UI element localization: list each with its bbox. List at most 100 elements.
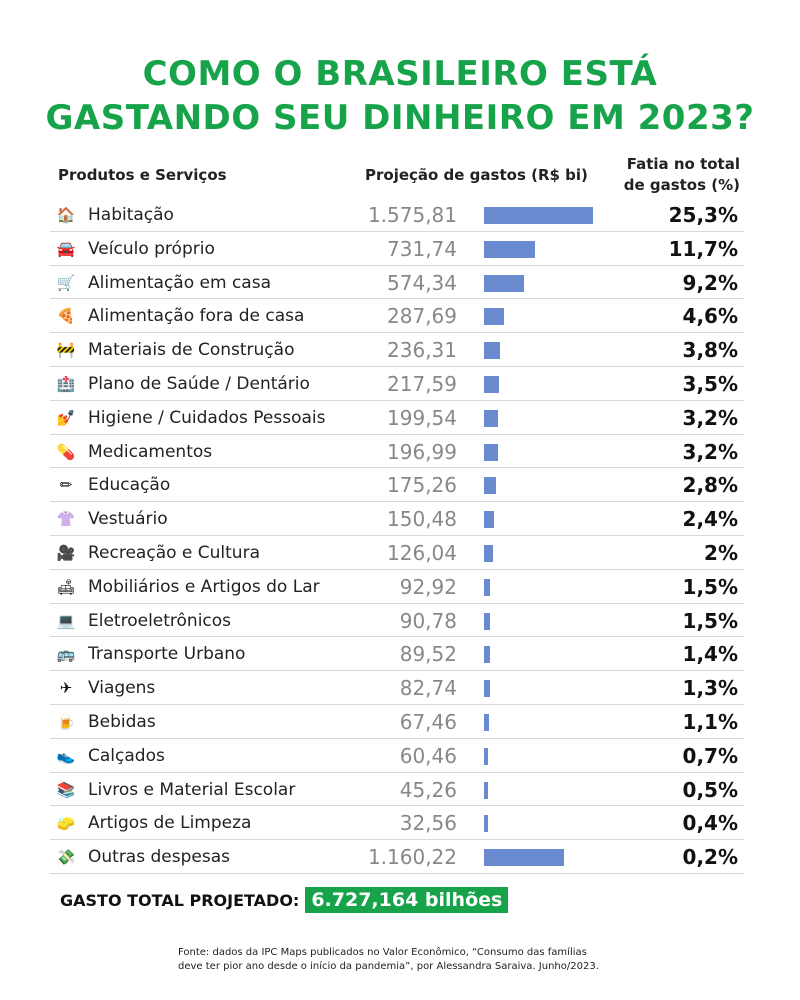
- row-label: Materiais de Construção: [88, 340, 295, 361]
- row-bar: [484, 578, 490, 596]
- header-share-line-1: Fatia no total: [626, 155, 740, 173]
- blouse-icon: 👚: [56, 510, 76, 529]
- row-share: 4,6%: [682, 304, 738, 329]
- table-row: 🍺 Bebidas 67,46 1,1%: [50, 705, 744, 739]
- sponge-icon: 🧽: [56, 814, 76, 833]
- table-row: 🛒 Alimentação em casa 574,34 9,2%: [50, 266, 744, 300]
- row-share: 3,8%: [682, 338, 738, 363]
- airplane-icon: ✈: [59, 679, 73, 698]
- row-label: Eletroeletrônicos: [88, 610, 232, 631]
- sneaker-icon: 👟: [56, 746, 76, 765]
- source-line-2: deve ter pior ano desde o início da pand…: [178, 961, 599, 972]
- title-line-2: GASTANDO SEU DINHEIRO EM 2023?: [45, 98, 755, 138]
- row-share: 3,2%: [682, 405, 738, 430]
- row-value: 175,26: [387, 473, 457, 498]
- row-share: 1,3%: [682, 676, 738, 701]
- row-value: 60,46: [399, 743, 457, 768]
- row-bar: [484, 714, 489, 731]
- row-value: 126,04: [387, 541, 457, 565]
- table-row: 🚧 Materiais de Construção 236,31 3,8%: [50, 333, 744, 367]
- hospital-icon: 🏥: [56, 375, 76, 393]
- row-label: Habitação: [88, 205, 174, 225]
- row-bar: [484, 545, 493, 562]
- row-share: 1,5%: [682, 574, 738, 599]
- row-value: 217,59: [387, 372, 457, 396]
- row-share: 0,4%: [682, 811, 738, 836]
- row-label: Veículo próprio: [88, 238, 215, 259]
- row-share: 1,1%: [682, 710, 738, 734]
- table-row: 🍕 Alimentação fora de casa 287,69 4,6%: [50, 299, 744, 334]
- row-bar: [484, 815, 488, 833]
- couch-icon: 🛋: [56, 577, 76, 596]
- row-value: 67,46: [399, 710, 457, 734]
- row-value: 236,31: [387, 338, 457, 363]
- money-wings-icon: 💸: [56, 848, 76, 867]
- row-value: 574,34: [387, 270, 457, 295]
- row-bar: [484, 207, 593, 224]
- row-label: Medicamentos: [88, 441, 213, 462]
- row-label: Mobiliários e Artigos do Lar: [88, 576, 320, 597]
- row-bar: [484, 511, 494, 529]
- cart-icon: 🛒: [56, 273, 76, 292]
- bus-icon: 🚌: [56, 645, 76, 664]
- row-value: 287,69: [387, 304, 457, 329]
- row-label: Vestuário: [88, 509, 168, 530]
- row-label: Outras despesas: [88, 847, 230, 868]
- row-value: 731,74: [387, 236, 457, 261]
- header-share-line-2: de gastos (%): [623, 176, 740, 194]
- table-row: 💅 Higiene / Cuidados Pessoais 199,54 3,2%: [50, 401, 744, 435]
- row-value: 92,92: [399, 574, 457, 599]
- source-line-1: Fonte: dados da IPC Maps publicados no V…: [178, 947, 587, 958]
- row-bar: [484, 781, 488, 799]
- table-row: 🚌 Transporte Urbano 89,52 1,4%: [50, 637, 744, 672]
- table-row: 💸 Outras despesas 1.160,22 0,2%: [50, 840, 744, 874]
- row-value: 32,56: [399, 811, 457, 836]
- row-bar: [484, 612, 490, 630]
- row-value: 45,26: [399, 777, 457, 802]
- page-title: COMO O BRASILEIRO ESTÁ GASTANDO SEU DINH…: [0, 52, 800, 140]
- row-label: Transporte Urbano: [88, 644, 246, 665]
- row-value: 82,74: [399, 676, 457, 701]
- row-label: Educação: [88, 475, 171, 496]
- pencil-icon: ✏: [59, 476, 73, 495]
- table-row: 💻 Eletroeletrônicos 90,78 1,5%: [50, 604, 744, 638]
- row-value: 150,48: [387, 507, 457, 532]
- row-value: 1.160,22: [367, 845, 457, 870]
- row-value: 89,52: [399, 642, 457, 667]
- table-row: 🏠 Habitação 1.575,81 25,3%: [50, 198, 744, 232]
- row-share: 3,5%: [682, 372, 738, 396]
- nail-polish-icon: 💅: [56, 408, 76, 427]
- row-share: 9,2%: [682, 270, 738, 295]
- row-bar: [484, 274, 524, 292]
- total-row: GASTO TOTAL PROJETADO: 6.727,164 bilhões: [60, 887, 509, 913]
- table-row: 💊 Medicamentos 196,99 3,2%: [50, 435, 744, 469]
- row-share: 11,7%: [668, 236, 738, 261]
- header-projection: Projeção de gastos (R$ bi): [365, 166, 588, 184]
- row-value: 1.575,81: [367, 203, 457, 227]
- row-bar: [484, 443, 498, 461]
- header-share: Fatia no total de gastos (%): [620, 154, 740, 196]
- row-bar: [484, 376, 499, 393]
- row-label: Higiene / Cuidados Pessoais: [88, 407, 326, 428]
- house-icon: 🏠: [56, 206, 76, 224]
- row-share: 2%: [704, 541, 738, 565]
- row-share: 2,4%: [682, 507, 738, 532]
- row-label: Calçados: [88, 745, 165, 766]
- row-share: 1,5%: [682, 608, 738, 633]
- title-line-1: COMO O BRASILEIRO ESTÁ: [142, 54, 658, 94]
- table-row: 🎥 Recreação e Cultura 126,04 2%: [50, 536, 744, 570]
- row-label: Livros e Material Escolar: [88, 779, 296, 800]
- row-bar: [484, 680, 490, 698]
- row-value: 196,99: [387, 439, 457, 464]
- table-row: 👚 Vestuário 150,48 2,4%: [50, 502, 744, 536]
- row-share: 25,3%: [668, 203, 738, 227]
- row-share: 0,2%: [682, 845, 738, 870]
- movie-camera-icon: 🎥: [56, 544, 76, 562]
- row-share: 1,4%: [682, 642, 738, 667]
- row-bar: [484, 240, 535, 258]
- books-icon: 📚: [56, 780, 76, 799]
- pill-icon: 💊: [56, 442, 76, 461]
- row-value: 199,54: [387, 405, 457, 430]
- construction-icon: 🚧: [56, 341, 76, 360]
- row-bar: [484, 747, 488, 765]
